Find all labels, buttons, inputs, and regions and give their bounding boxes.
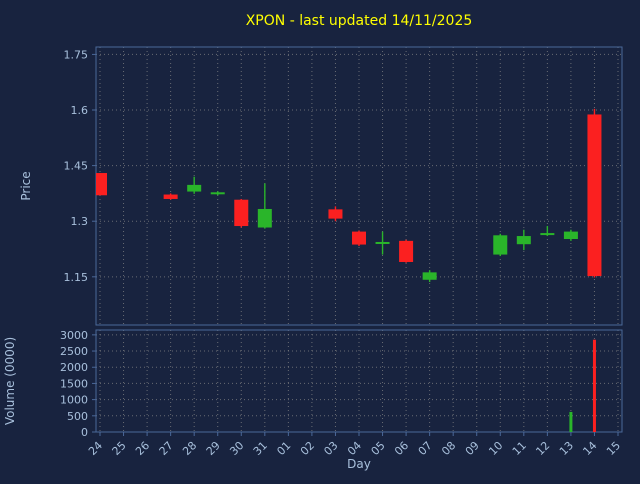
x-tick-label-24: 24 [86, 439, 105, 458]
candle-day-05 [375, 231, 390, 255]
candle-body [399, 240, 414, 262]
x-tick-label-31: 31 [251, 439, 270, 458]
volume-bar-day-14 [592, 339, 596, 432]
x-tick-label-10: 10 [486, 439, 505, 458]
x-tick-label-26: 26 [133, 439, 152, 458]
volume-tick-label: 3000 [60, 329, 88, 342]
price-tick-label: 1.6 [71, 104, 89, 117]
candle-body [540, 233, 555, 236]
volume-tick-label: 500 [67, 410, 88, 423]
candle-day-13 [563, 229, 578, 241]
x-tick-label-11: 11 [510, 439, 529, 458]
volume-tick-label: 2000 [60, 361, 88, 374]
x-tick-label-15: 15 [604, 439, 623, 458]
candle-day-12 [540, 226, 555, 237]
x-tick-label-04: 04 [345, 439, 364, 458]
candle-day-03 [328, 206, 343, 222]
volume-tick-label: 1000 [60, 394, 88, 407]
candle-body [163, 194, 178, 199]
candle-day-31 [257, 183, 272, 229]
x-tick-label-12: 12 [533, 439, 552, 458]
candle-day-29 [210, 191, 225, 196]
x-tick-label-29: 29 [204, 439, 223, 458]
candles-layer [96, 108, 602, 283]
x-tick-label-14: 14 [580, 439, 599, 458]
x-tick-label-30: 30 [227, 439, 246, 458]
volume-tick-label: 0 [81, 426, 88, 439]
x-tick-label-07: 07 [416, 439, 435, 458]
x-tick-label-03: 03 [321, 439, 340, 458]
candle-body [234, 199, 249, 227]
candle-body [210, 192, 225, 195]
x-axis-label: Day [347, 457, 371, 471]
candle-day-11 [516, 229, 531, 251]
x-tick-label-13: 13 [557, 439, 576, 458]
volume-bar-day-13 [569, 411, 573, 432]
x-tick-label-02: 02 [298, 439, 317, 458]
candle-body [187, 184, 202, 192]
volume-panel-border [95, 329, 623, 433]
price-tick-label: 1.3 [71, 215, 89, 228]
candle-day-28 [187, 176, 202, 194]
candle-day-04 [352, 230, 366, 247]
x-tick-label-08: 08 [439, 439, 458, 458]
candle-day-07 [422, 270, 437, 283]
x-tick-label-06: 06 [392, 439, 411, 458]
x-tick-label-28: 28 [180, 439, 199, 458]
volume-tick-label: 2500 [60, 345, 88, 358]
volume-axis-label: Volume (0000) [3, 337, 17, 425]
candle-body [587, 114, 602, 277]
chart-title: XPON - last updated 14/11/2025 [246, 13, 473, 29]
price-tick-label: 1.45 [64, 160, 89, 173]
x-tick-label-01: 01 [274, 439, 293, 458]
chart-render-layer: 1.15 1.3 1.45 1.6 1.75 0 500 1000 1500 2000 2500 30… [60, 46, 623, 458]
candle-body [375, 241, 390, 244]
x-tick-label-05: 05 [369, 439, 388, 458]
candle-day-14 [587, 108, 602, 278]
price-tick-label: 1.15 [64, 271, 89, 284]
x-tick-label-09: 09 [463, 439, 482, 458]
candle-body [516, 236, 531, 245]
candle-body [422, 272, 437, 280]
candle-day-27 [163, 193, 178, 200]
candle-body [96, 173, 107, 196]
price-tick-label: 1.75 [64, 48, 89, 61]
candle-body [563, 231, 578, 240]
candle-day-24 [96, 173, 107, 196]
candle-body [493, 235, 508, 255]
candle-day-10 [493, 233, 508, 257]
x-tick-label-25: 25 [110, 439, 129, 458]
candle-day-30 [234, 198, 249, 228]
candle-day-06 [399, 239, 414, 263]
candle-body [328, 209, 343, 219]
candle-body [352, 231, 366, 245]
volume-tick-label: 1500 [60, 377, 88, 390]
price-axis-label: Price [19, 171, 33, 200]
candle-body [257, 208, 272, 228]
x-tick-label-27: 27 [157, 439, 176, 458]
